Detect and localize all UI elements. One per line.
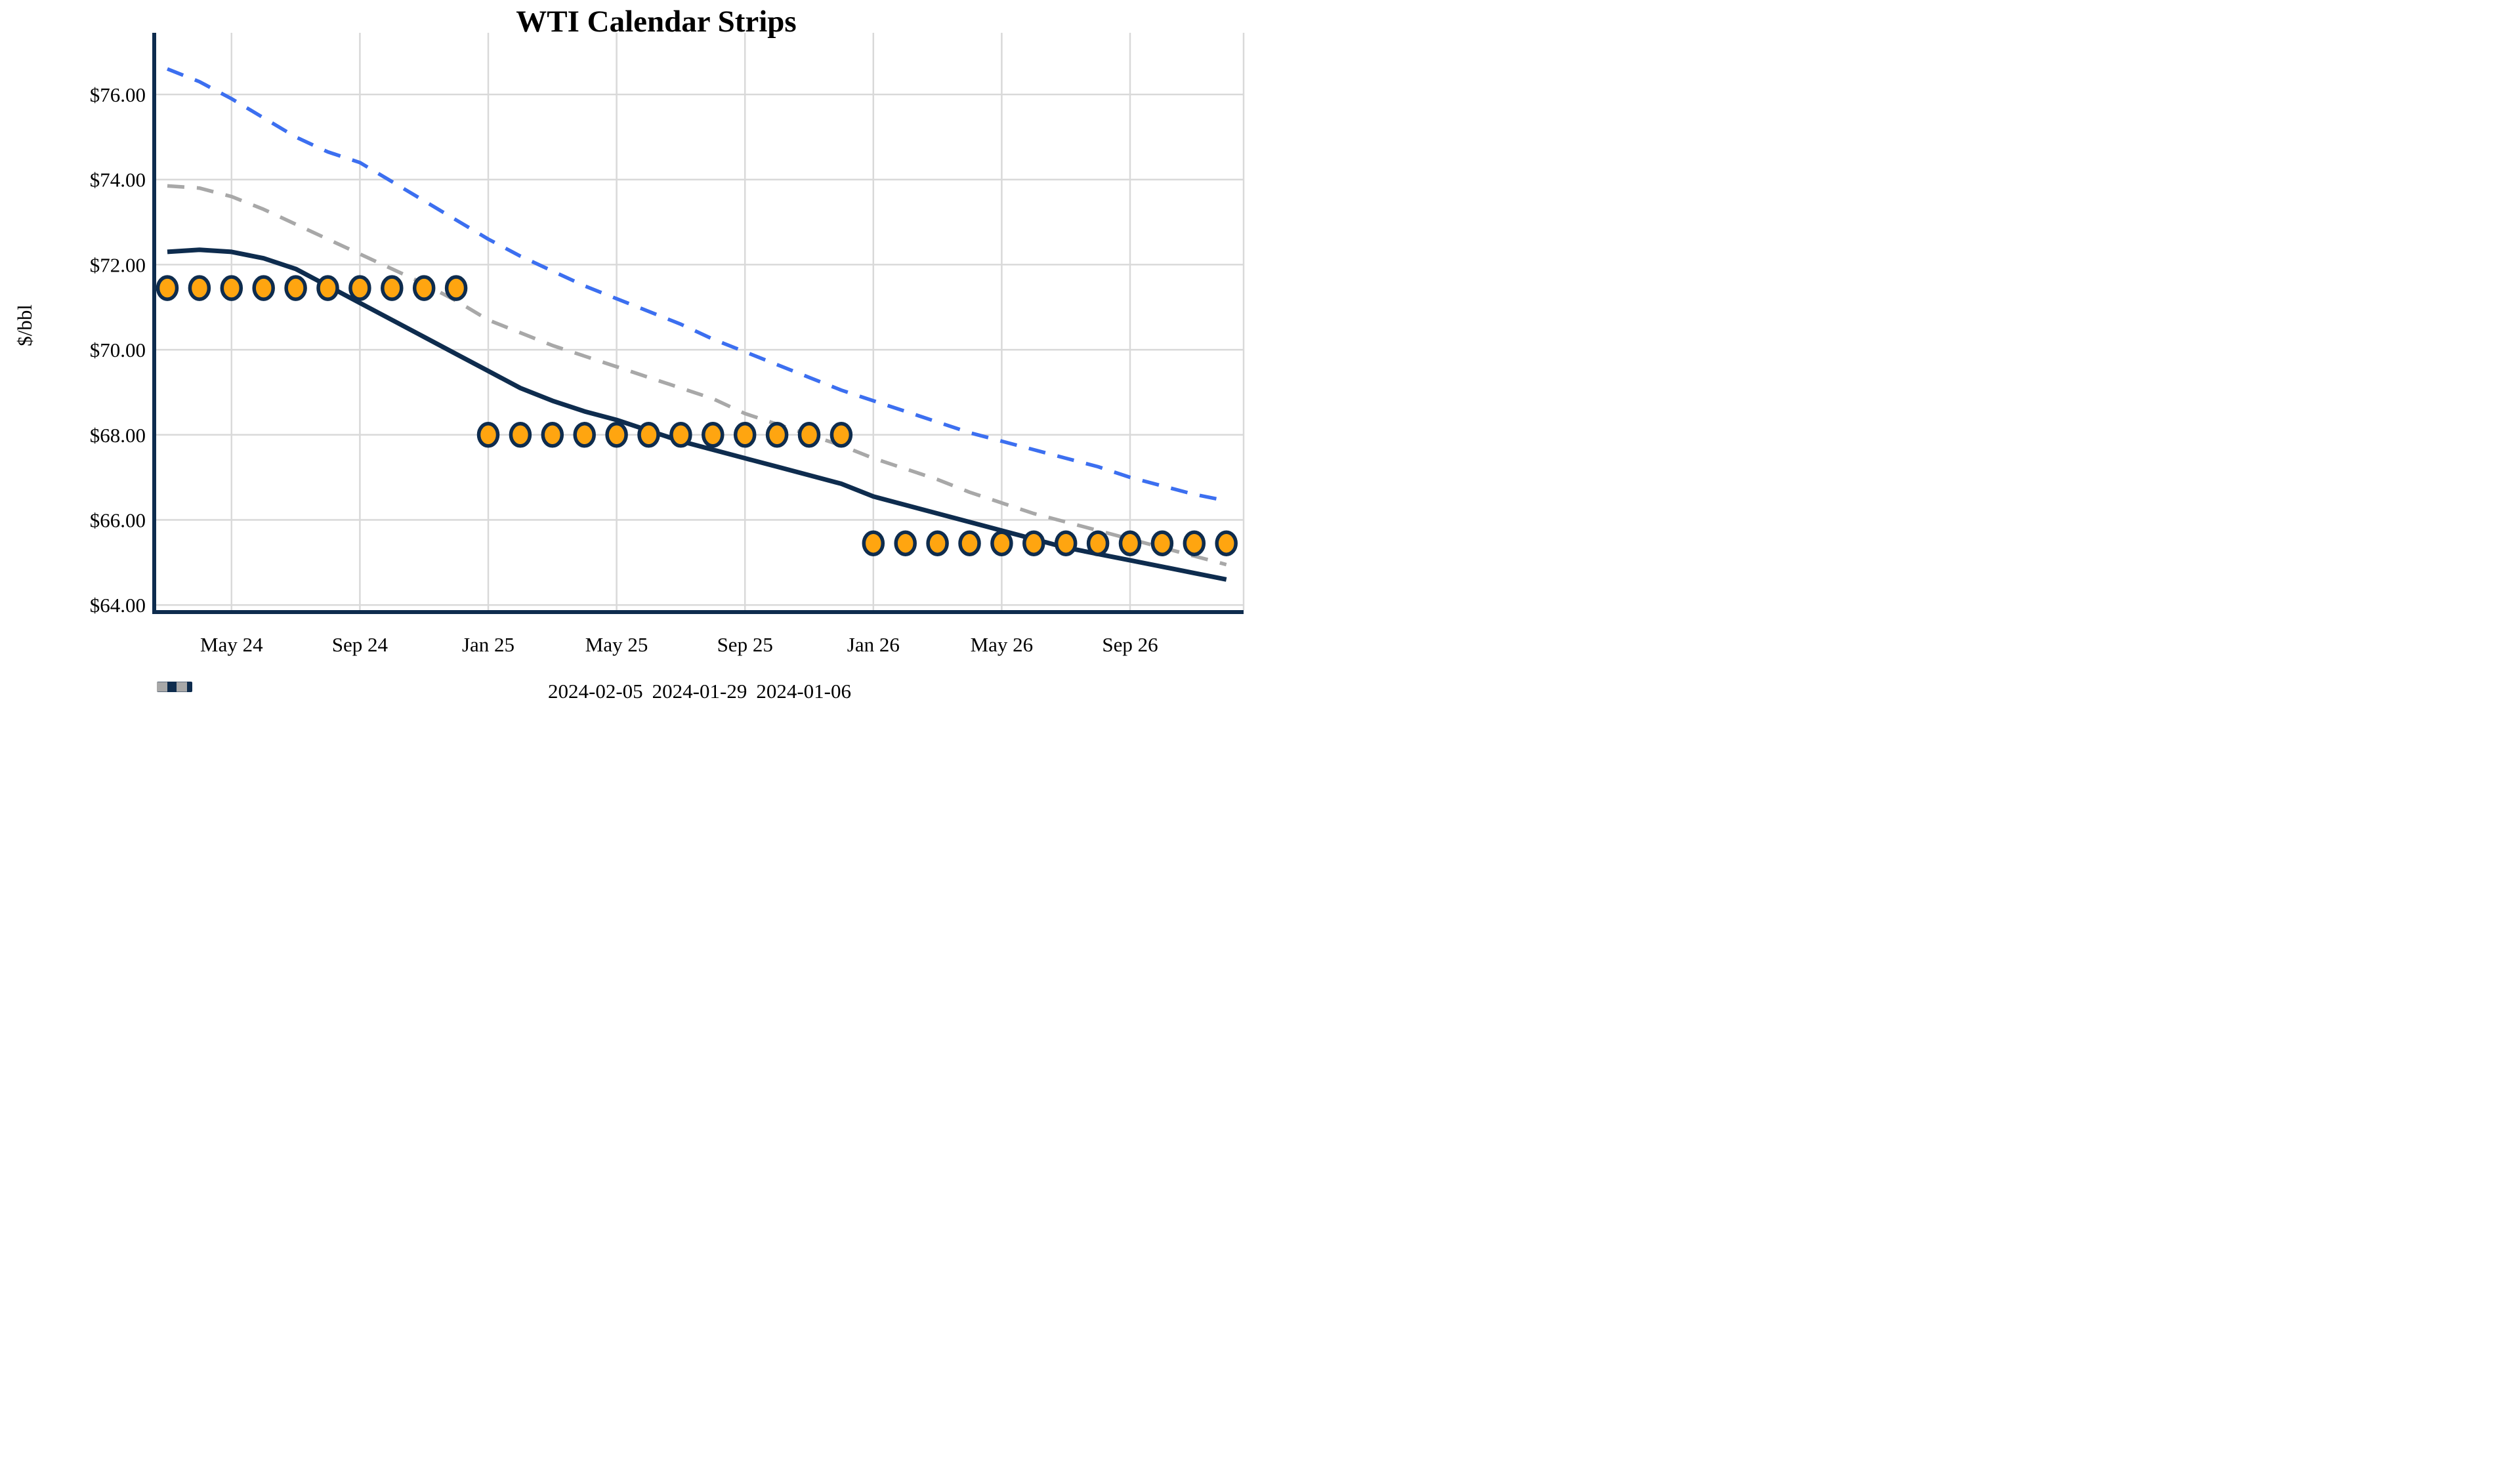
y-tick-label: $64.00: [90, 594, 146, 617]
strip-marker-dot: [733, 422, 757, 448]
y-tick-label: $70.00: [90, 339, 146, 361]
legend-item-2024-01-29: 2024-01-29: [157, 680, 747, 703]
legend-label: 2024-02-05: [548, 680, 643, 703]
x-tick-label: Jan 25: [462, 633, 514, 656]
strip-marker-dot: [702, 422, 724, 448]
chart-figure: WTI Calendar Strips $/bbl $76.00 $74.00 $7…: [0, 0, 1260, 740]
y-tick-labels: $76.00 $74.00 $72.00 $70.00 $68.00 $66.00 $64.…: [90, 83, 146, 617]
strip-marker-dot: [156, 275, 179, 301]
legend-label: 2024-01-06: [756, 680, 851, 703]
strip-marker-dot: [444, 275, 468, 301]
legend: 2024-02-05 2024-01-29 2024-01-06: [156, 680, 1244, 703]
strip-marker-dot: [862, 530, 885, 556]
strip-marker-dot: [926, 530, 949, 556]
y-tick-label: $76.00: [90, 83, 146, 106]
bottom-spine: [152, 610, 1244, 614]
strip-marker-dot: [1022, 530, 1045, 556]
strip-marker-dot: [252, 275, 275, 301]
plot-area: $76.00 $74.00 $72.00 $70.00 $68.00 $66.00 $64.…: [90, 33, 1245, 656]
legend-item-2024-02-05: 2024-02-05: [157, 680, 643, 703]
dashed-line-swatch-icon: [157, 682, 192, 692]
strip-marker-dot: [830, 422, 853, 448]
left-spine: [152, 33, 156, 614]
x-tick-label: May 25: [585, 633, 648, 656]
series-line-2024-01-29: [166, 67, 1227, 503]
strip-marker-dot: [765, 422, 789, 448]
strip-marker-dot: [1054, 530, 1078, 556]
strip-marker-dot: [476, 422, 500, 448]
strip-marker-dot: [990, 530, 1013, 556]
strip-marker-dot: [797, 422, 821, 448]
strip-marker-dot: [894, 530, 917, 556]
strip-marker-dot: [509, 422, 532, 448]
strip-marker-dot: [348, 275, 371, 301]
strip-marker-dot: [220, 275, 243, 301]
axis-spines: [152, 33, 1244, 614]
series-line-2024-02-05: [167, 247, 1227, 582]
y-tick-label: $66.00: [90, 509, 146, 532]
strip-marker-dot: [412, 275, 436, 301]
strip-marker-dot: [1086, 530, 1110, 556]
x-tick-label: Sep 26: [1102, 633, 1158, 656]
series-line-2024-01-06: [167, 184, 1227, 567]
strip-marker-dot: [1183, 530, 1206, 556]
y-tick-label: $72.00: [90, 253, 146, 276]
strip-marker-dot: [637, 422, 660, 448]
gridlines: [156, 33, 1245, 610]
strip-marker-dot: [541, 422, 564, 448]
strip-marker-dot: [669, 422, 692, 448]
strip-marker-dot: [316, 275, 339, 301]
strip-marker-dot: [1150, 530, 1174, 556]
strip-marker-dot: [188, 275, 211, 301]
x-tick-label: Sep 24: [332, 633, 388, 656]
x-tick-labels: May 24 Sep 24 Jan 25 May 25 Sep 25 Jan 26 May …: [200, 633, 1158, 656]
strip-marker-dot: [573, 422, 596, 448]
legend-item-2024-01-06: 2024-01-06: [157, 680, 851, 703]
x-tick-label: Jan 26: [847, 633, 900, 656]
strip-marker-dot: [381, 275, 404, 301]
strip-marker-dot: [1118, 530, 1142, 556]
y-tick-label: $74.00: [90, 169, 146, 192]
strip-marker-dot: [605, 422, 628, 448]
x-tick-label: Sep 25: [717, 633, 773, 656]
chart-title: WTI Calendar Strips: [516, 5, 797, 39]
strip-markers: [156, 275, 1238, 556]
strip-marker-dot: [958, 530, 981, 556]
strip-marker-dot: [1215, 530, 1238, 556]
legend-label: 2024-01-29: [652, 680, 747, 703]
x-tick-label: May 26: [971, 633, 1034, 656]
strip-marker-dot: [284, 275, 307, 301]
x-tick-label: May 24: [200, 633, 263, 656]
y-tick-label: $68.00: [90, 424, 146, 447]
